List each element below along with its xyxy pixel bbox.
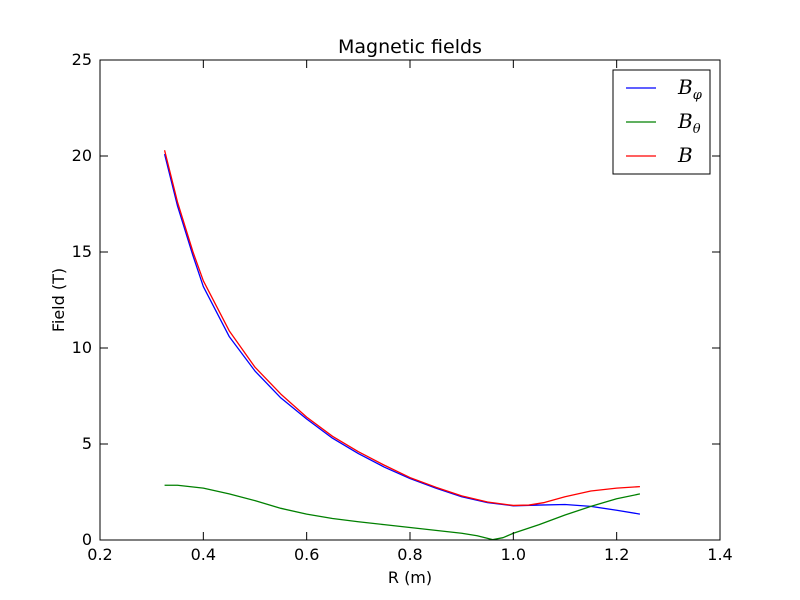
ticks-layer: 0.2 0.4 0.6 0.8 1.0 1.2 1.4 0 5 10 15 20 25 <box>72 50 733 564</box>
legend-items: Bφ Bθ B <box>626 75 703 167</box>
y-tick-label: 25 <box>72 50 92 69</box>
x-tick-label: 0.4 <box>191 545 216 564</box>
legend-label-0: Bφ <box>677 75 703 103</box>
y-tick-label: 5 <box>82 434 92 453</box>
series-line-2 <box>163 150 640 507</box>
series-line-1 <box>164 484 641 541</box>
x-tick-label: 1.4 <box>707 545 732 564</box>
x-tick-label: 1.2 <box>604 545 629 564</box>
x-axis-label: R (m) <box>388 568 432 587</box>
series-line-0 <box>163 153 641 515</box>
chart-title: Magnetic fields <box>338 36 482 58</box>
x-tick-label: 1.0 <box>501 545 526 564</box>
y-tick-label: 20 <box>72 146 92 165</box>
y-tick-label: 15 <box>72 242 92 261</box>
plot-layer <box>163 150 641 541</box>
y-axis-label: Field (T) <box>49 268 68 332</box>
x-tick-label: 0.6 <box>294 545 319 564</box>
legend: Bφ Bθ B <box>612 69 711 175</box>
legend-label-1: Bθ <box>677 109 701 137</box>
x-tick-label: 0.8 <box>397 545 422 564</box>
y-tick-label: 0 <box>82 530 92 549</box>
legend-label-2: B <box>677 143 693 167</box>
x-tick-label: 0.2 <box>87 545 112 564</box>
y-tick-label: 10 <box>72 338 92 357</box>
